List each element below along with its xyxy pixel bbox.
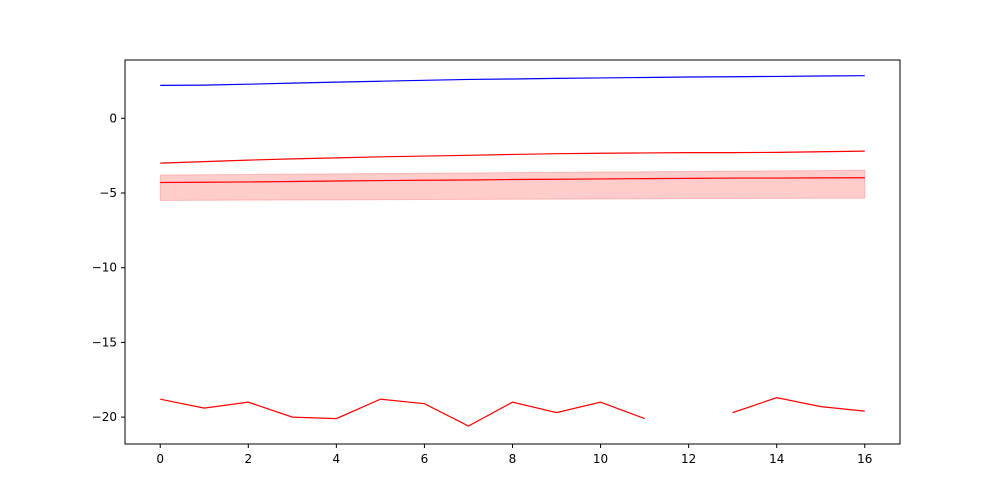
y-axis: 0 −5 −10 −15 −20: [92, 111, 125, 424]
series-2-line: [160, 177, 865, 184]
x-tick-label: 4: [333, 452, 341, 466]
x-tick-label: 8: [509, 452, 517, 466]
x-tick-label: 10: [593, 452, 608, 466]
y-tick-label: 0: [109, 111, 117, 125]
series-1-line: [160, 150, 865, 164]
x-tick-label: 16: [857, 452, 872, 466]
series-3-line-segment-0: [160, 398, 645, 427]
series-3-line-segment-1: [732, 397, 865, 414]
series-lines: [160, 75, 865, 427]
x-tick-label: 2: [244, 452, 252, 466]
y-tick-label: −15: [92, 335, 117, 349]
y-tick-label: −5: [99, 186, 117, 200]
series-0-line: [160, 75, 865, 86]
confidence-bands: [159, 169, 866, 201]
plot-frame: [124, 59, 901, 445]
x-tick-label: 6: [421, 452, 429, 466]
x-tick-label: 0: [156, 452, 164, 466]
x-tick-label: 14: [769, 452, 784, 466]
y-tick-label: −10: [92, 261, 117, 275]
series-2-band: [159, 169, 866, 201]
x-axis: 0 2 4 6 8 10 12 14 16: [156, 444, 872, 466]
y-tick-label: −20: [92, 410, 117, 424]
x-tick-label: 12: [681, 452, 696, 466]
